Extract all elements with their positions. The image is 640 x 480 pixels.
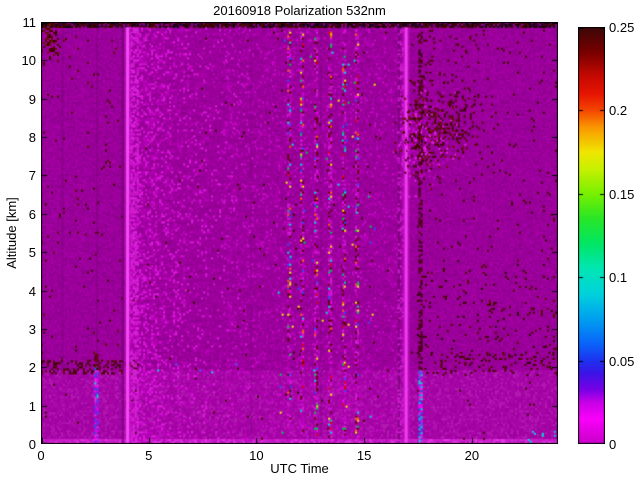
- colorbar-tick-label: 0: [609, 437, 617, 452]
- x-axis-label: UTC Time: [270, 461, 329, 476]
- colorbar-tick-label: 0.15: [609, 186, 635, 202]
- y-tick-label: 1: [28, 398, 36, 414]
- y-tick-label: 0: [28, 437, 36, 452]
- y-tick-label: 7: [28, 168, 36, 184]
- colorbar-tick-label: 0.1: [609, 270, 628, 286]
- y-tick-label: 6: [28, 206, 36, 222]
- y-tick-label: 10: [21, 53, 36, 69]
- y-tick-label: 8: [28, 130, 36, 146]
- colorbar-tick-label: 0.25: [609, 20, 635, 35]
- y-tick-label: 9: [28, 91, 36, 107]
- colorbar-tick-label: 0.2: [609, 103, 628, 119]
- x-tick-label: 5: [145, 448, 153, 463]
- heatmap-canvas: [41, 22, 558, 444]
- chart-title: 20160918 Polarization 532nm: [213, 3, 386, 18]
- y-tick-label: 5: [28, 245, 36, 261]
- x-tick-label: 15: [356, 448, 372, 463]
- colorbar-tick-label: 0.05: [609, 353, 635, 369]
- x-tick-label: 20: [464, 448, 480, 463]
- y-tick-label: 11: [22, 15, 37, 30]
- colorbar-canvas: [578, 27, 605, 444]
- x-tick-label: 10: [249, 448, 264, 463]
- y-tick-label: 3: [28, 321, 36, 337]
- y-axis-label: Altitude [km]: [4, 197, 19, 269]
- x-tick-label: 0: [37, 448, 45, 463]
- y-tick-label: 4: [28, 283, 36, 299]
- y-tick-label: 2: [28, 360, 36, 376]
